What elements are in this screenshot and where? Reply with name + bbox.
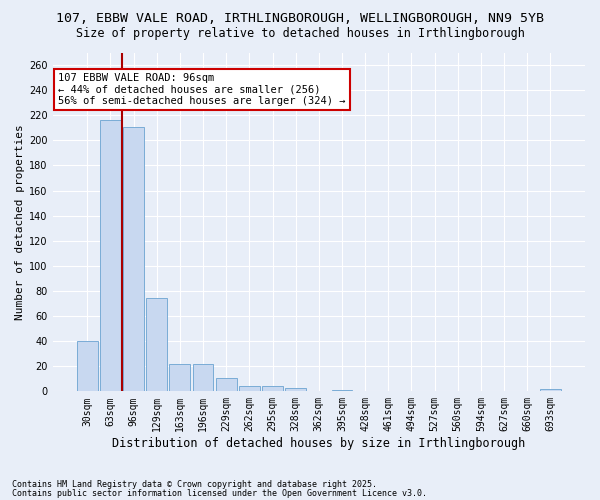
- Bar: [77, 341, 98, 392]
- Y-axis label: Number of detached properties: Number of detached properties: [15, 124, 25, 320]
- Bar: [146, 298, 167, 392]
- Bar: [262, 386, 283, 392]
- Bar: [239, 386, 260, 392]
- Bar: [100, 120, 121, 392]
- Bar: [123, 126, 144, 392]
- Bar: [216, 378, 236, 392]
- Bar: [285, 388, 306, 392]
- Bar: [193, 364, 214, 392]
- Text: Size of property relative to detached houses in Irthlingborough: Size of property relative to detached ho…: [76, 28, 524, 40]
- X-axis label: Distribution of detached houses by size in Irthlingborough: Distribution of detached houses by size …: [112, 437, 526, 450]
- Text: Contains public sector information licensed under the Open Government Licence v3: Contains public sector information licen…: [12, 488, 427, 498]
- Bar: [169, 364, 190, 392]
- Text: Contains HM Land Registry data © Crown copyright and database right 2025.: Contains HM Land Registry data © Crown c…: [12, 480, 377, 489]
- Bar: [540, 389, 561, 392]
- Text: 107, EBBW VALE ROAD, IRTHLINGBOROUGH, WELLINGBOROUGH, NN9 5YB: 107, EBBW VALE ROAD, IRTHLINGBOROUGH, WE…: [56, 12, 544, 26]
- Bar: [332, 390, 352, 392]
- Text: 107 EBBW VALE ROAD: 96sqm
← 44% of detached houses are smaller (256)
56% of semi: 107 EBBW VALE ROAD: 96sqm ← 44% of detac…: [58, 73, 346, 106]
